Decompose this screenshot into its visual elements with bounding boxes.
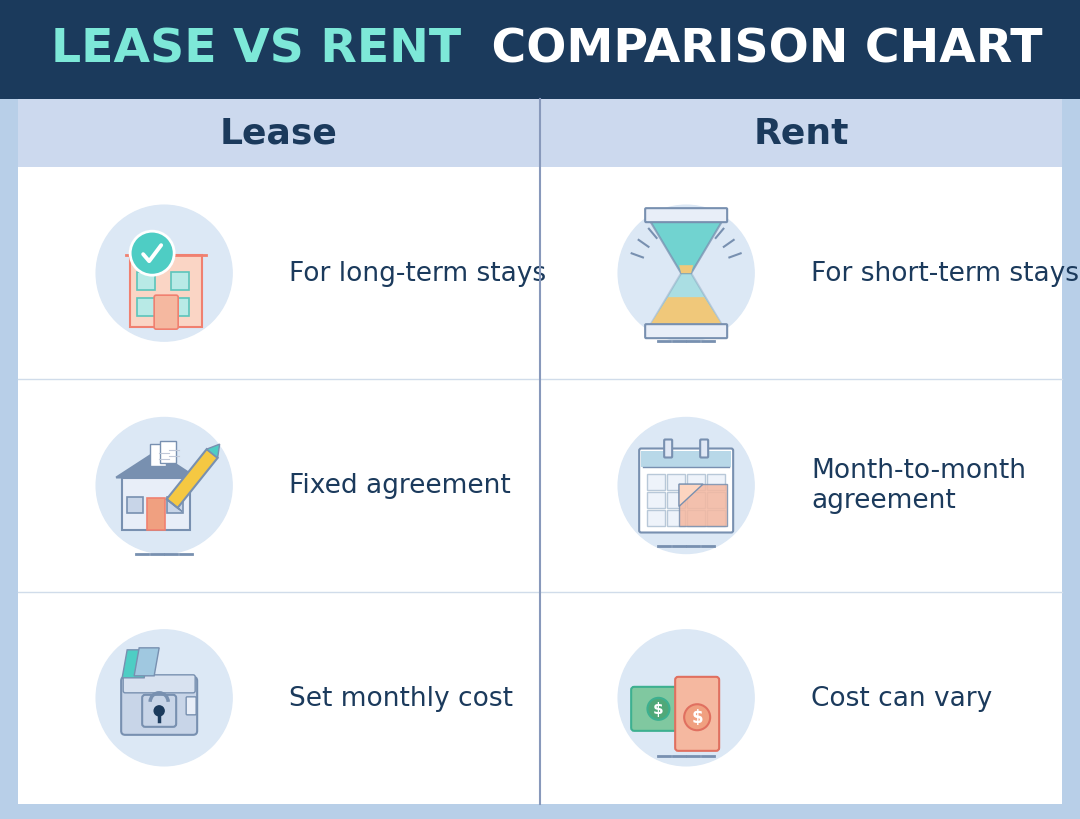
Polygon shape (679, 485, 727, 526)
FancyBboxPatch shape (127, 497, 144, 513)
Polygon shape (117, 452, 197, 478)
FancyBboxPatch shape (147, 498, 165, 530)
FancyBboxPatch shape (0, 0, 1080, 100)
Polygon shape (206, 445, 219, 459)
Circle shape (96, 206, 232, 342)
FancyBboxPatch shape (186, 697, 197, 715)
Polygon shape (150, 444, 166, 466)
FancyBboxPatch shape (647, 474, 665, 490)
FancyBboxPatch shape (645, 325, 727, 339)
FancyBboxPatch shape (639, 449, 733, 533)
FancyBboxPatch shape (171, 299, 189, 317)
FancyBboxPatch shape (664, 440, 672, 458)
Text: $: $ (653, 702, 664, 717)
FancyBboxPatch shape (707, 474, 725, 490)
FancyBboxPatch shape (122, 478, 190, 530)
Text: For short-term stays: For short-term stays (811, 260, 1079, 287)
Text: Fixed agreement: Fixed agreement (289, 473, 511, 499)
FancyBboxPatch shape (667, 474, 685, 490)
FancyBboxPatch shape (687, 474, 705, 490)
Polygon shape (650, 298, 723, 326)
Text: COMPARISON CHART: COMPARISON CHART (475, 28, 1042, 72)
FancyBboxPatch shape (137, 273, 156, 291)
FancyBboxPatch shape (647, 510, 665, 526)
FancyBboxPatch shape (707, 492, 725, 508)
Polygon shape (650, 222, 723, 274)
FancyBboxPatch shape (687, 492, 705, 508)
FancyBboxPatch shape (700, 440, 708, 458)
Polygon shape (679, 266, 693, 274)
Polygon shape (122, 650, 149, 678)
FancyBboxPatch shape (647, 492, 665, 508)
FancyBboxPatch shape (667, 492, 685, 508)
FancyBboxPatch shape (675, 677, 719, 751)
Polygon shape (134, 648, 159, 676)
Polygon shape (166, 500, 183, 512)
Text: Rent: Rent (753, 117, 849, 151)
Circle shape (648, 698, 670, 720)
Polygon shape (160, 441, 176, 463)
Circle shape (131, 232, 174, 276)
FancyBboxPatch shape (642, 451, 731, 467)
Circle shape (154, 706, 164, 716)
FancyBboxPatch shape (687, 510, 705, 526)
FancyBboxPatch shape (123, 675, 195, 693)
Circle shape (96, 630, 232, 766)
FancyBboxPatch shape (631, 687, 691, 731)
FancyBboxPatch shape (645, 209, 727, 223)
Text: Month-to-month
agreement: Month-to-month agreement (811, 458, 1026, 514)
Text: Lease: Lease (220, 117, 338, 151)
Text: Set monthly cost: Set monthly cost (289, 685, 513, 711)
Circle shape (618, 418, 754, 554)
Circle shape (618, 206, 754, 342)
Text: $: $ (691, 708, 703, 726)
FancyBboxPatch shape (138, 238, 148, 256)
Text: For long-term stays: For long-term stays (289, 260, 546, 287)
Text: LEASE VS RENT: LEASE VS RENT (51, 28, 461, 72)
FancyBboxPatch shape (18, 168, 539, 804)
Circle shape (96, 418, 232, 554)
FancyBboxPatch shape (143, 695, 176, 727)
FancyBboxPatch shape (121, 677, 198, 735)
FancyBboxPatch shape (667, 510, 685, 526)
FancyBboxPatch shape (131, 256, 202, 328)
FancyBboxPatch shape (167, 497, 184, 513)
FancyBboxPatch shape (541, 168, 1062, 804)
Polygon shape (679, 485, 703, 507)
FancyBboxPatch shape (137, 299, 156, 317)
FancyBboxPatch shape (707, 510, 725, 526)
FancyBboxPatch shape (171, 273, 189, 291)
Polygon shape (650, 274, 723, 326)
Circle shape (684, 704, 711, 731)
Polygon shape (166, 450, 218, 509)
FancyBboxPatch shape (18, 100, 1062, 168)
FancyBboxPatch shape (154, 296, 178, 330)
Text: Cost can vary: Cost can vary (811, 685, 993, 711)
Circle shape (618, 630, 754, 766)
